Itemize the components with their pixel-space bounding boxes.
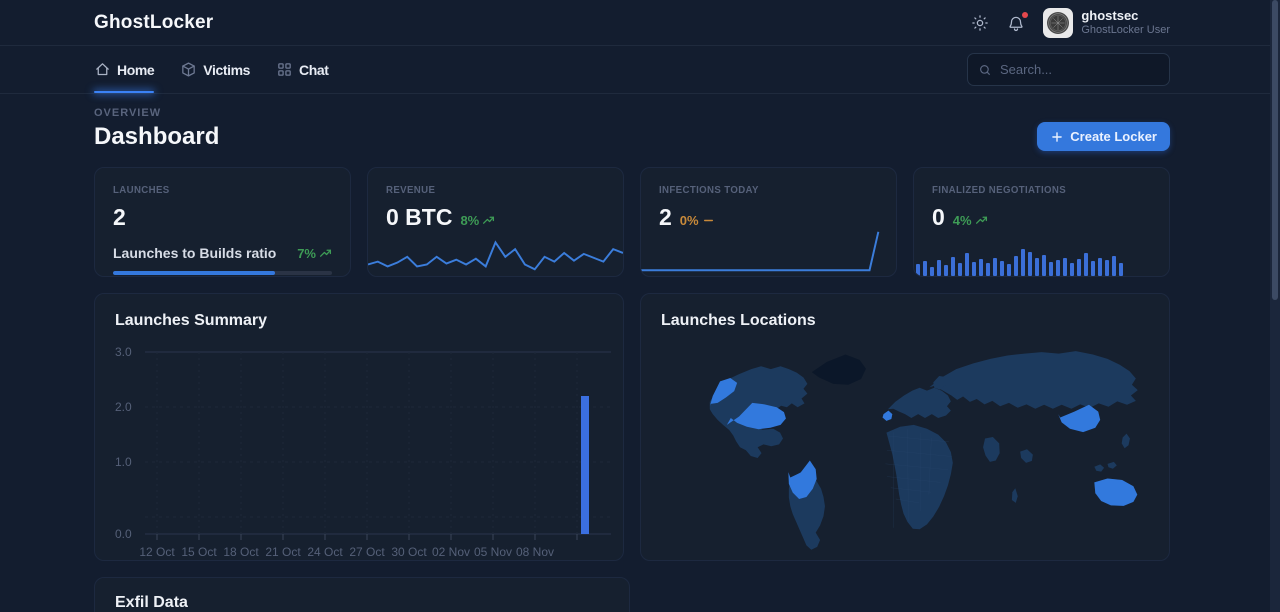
svg-text:12 Oct: 12 Oct [139, 545, 175, 559]
svg-text:2.0: 2.0 [115, 400, 132, 414]
svg-text:24 Oct: 24 Oct [307, 545, 343, 559]
svg-text:0.0: 0.0 [115, 527, 132, 541]
svg-text:30 Oct: 30 Oct [391, 545, 427, 559]
svg-text:18 Oct: 18 Oct [223, 545, 259, 559]
svg-text:27 Oct: 27 Oct [349, 545, 385, 559]
svg-text:15 Oct: 15 Oct [181, 545, 217, 559]
svg-text:05 Nov: 05 Nov [474, 545, 512, 559]
svg-text:21 Oct: 21 Oct [265, 545, 301, 559]
svg-text:3.0: 3.0 [115, 345, 132, 359]
svg-text:02 Nov: 02 Nov [432, 545, 470, 559]
svg-text:08 Nov: 08 Nov [516, 545, 554, 559]
svg-text:1.0: 1.0 [115, 455, 132, 469]
